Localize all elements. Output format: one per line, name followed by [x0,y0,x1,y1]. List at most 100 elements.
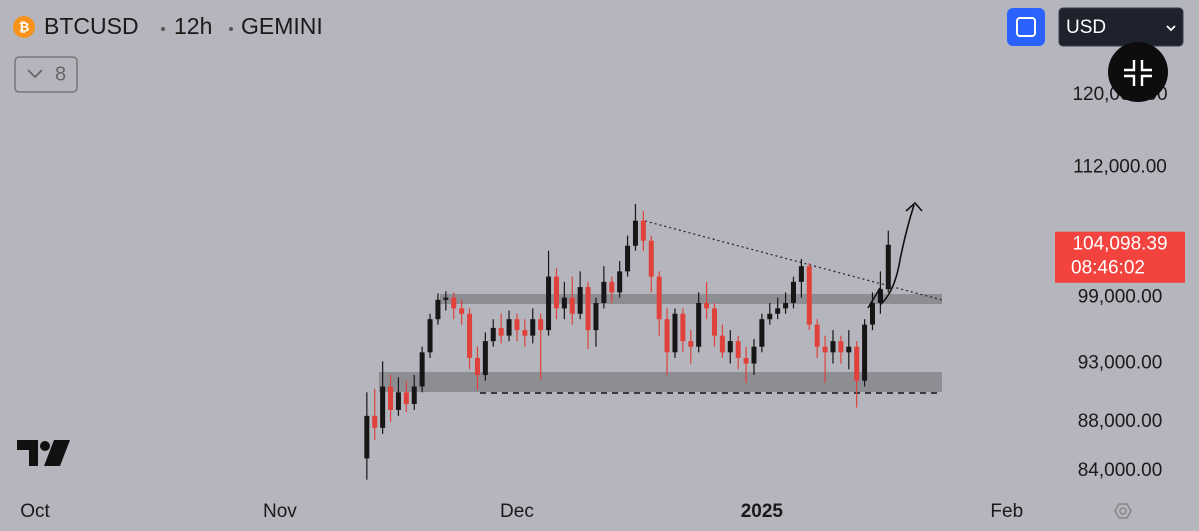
settings-icon[interactable] [1114,503,1132,519]
candle-body [877,289,883,304]
candle-body [696,303,702,347]
candle-body [838,341,844,353]
candle-body [506,319,512,336]
price-tag [1055,231,1185,283]
candle-body [862,324,868,381]
candle-body [467,313,473,358]
settings-icon-center [1119,507,1127,515]
candle-body [514,319,520,331]
candle-body [435,299,441,320]
x-tick-label: Nov [263,501,297,522]
candle-body [885,244,891,290]
candle-body [427,319,433,353]
candle-body [553,276,559,309]
candle-body [806,266,812,325]
projection-arrow [867,201,923,309]
candle-body [830,341,836,353]
candle-body [632,220,638,246]
collapse-button[interactable] [1108,42,1168,102]
x-tick-label: 2025 [741,501,784,522]
candle-body [680,313,686,342]
collapse-icon [1124,60,1152,86]
candle-body [688,341,694,347]
candle-body [854,346,860,381]
candle-body [419,352,425,387]
candle-body [538,319,544,331]
resistance-zone [440,294,942,304]
candle-body [846,346,852,353]
currency-select[interactable] [1058,7,1184,47]
candle-body [601,281,607,304]
candle-body [546,276,552,331]
collapse-circle [1108,42,1168,102]
fullscreen-icon [1016,17,1036,37]
tv-logo-dot [40,441,50,451]
separator [161,27,165,31]
candle-body [790,281,796,304]
candle-body [617,271,623,293]
candle-body [735,341,741,358]
candle-body [530,319,536,336]
candle-body [672,313,678,353]
candle-body [727,341,733,353]
y-tick-label: 112,000.00 [1073,157,1167,178]
candle-body [664,319,670,353]
candle-body [561,297,567,309]
candle-body [364,415,370,459]
candle-body [711,308,717,336]
symbol: BTCUSD [44,13,139,39]
candle-body [585,287,591,331]
currency: USD [1066,17,1106,38]
candle-body [395,392,401,410]
indicator-count: 8 [55,63,66,85]
candle-body [719,335,725,353]
chevron-icon [27,69,43,79]
x-tick-label: Oct [20,501,50,522]
candle-body [869,303,875,325]
candle-body [482,341,488,375]
candle-body [609,281,615,293]
y-tick-label: 88,000.00 [1078,411,1163,432]
price-tag-value: 104,098.39 [1072,234,1167,255]
tv-logo [17,440,70,466]
candle-body [577,287,583,314]
candle-body [648,240,654,277]
candle-body [388,386,394,410]
separator [229,27,233,31]
support-zone [379,372,942,392]
candle-body [403,392,409,405]
coin-symbol: ₿ [19,19,30,34]
candle-body [474,357,480,375]
candle-body [783,303,789,309]
interval: 12h [174,13,212,39]
candle-body [490,327,496,342]
exchange: GEMINI [241,13,323,39]
candle-body [704,303,710,309]
candle-body [656,276,662,320]
fullscreen-button[interactable] [1007,8,1045,46]
candle-body [625,245,631,272]
candle-body [380,386,386,428]
y-tick-label: 99,000.00 [1078,287,1163,308]
indicator-toggle[interactable] [14,56,78,93]
candle-body [593,303,599,331]
y-tick-label: 93,000.00 [1078,353,1163,374]
x-tick-label: Dec [500,501,534,522]
y-tick-label: 84,000.00 [1078,460,1163,481]
candle-body [522,330,528,336]
candle-body [443,297,449,300]
coin-icon [13,16,35,38]
candle-body [767,313,773,320]
candle-body [822,346,828,353]
candle-body [751,346,757,364]
price-tag-countdown: 08:46:02 [1071,258,1145,279]
candle-body [814,324,820,347]
dropdown-icon [1166,25,1176,32]
candle-body [775,308,781,314]
candle-body [459,308,465,314]
candle-body [759,319,765,347]
candle-body [743,357,749,364]
x-tick-label: Feb [990,501,1023,522]
